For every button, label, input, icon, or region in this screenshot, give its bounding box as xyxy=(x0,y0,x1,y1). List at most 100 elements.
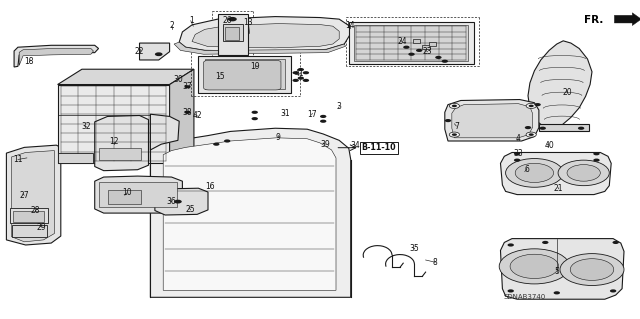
Polygon shape xyxy=(163,138,336,290)
Text: 23: 23 xyxy=(422,47,433,56)
Circle shape xyxy=(449,132,460,137)
Bar xyxy=(13,211,44,222)
Circle shape xyxy=(526,132,536,137)
Text: 28: 28 xyxy=(31,206,40,215)
Text: B-11-10: B-11-10 xyxy=(362,143,396,152)
Text: 1: 1 xyxy=(189,16,195,25)
Circle shape xyxy=(408,53,415,56)
Circle shape xyxy=(445,119,451,122)
Bar xyxy=(429,42,436,46)
Polygon shape xyxy=(150,114,179,150)
Bar xyxy=(99,148,141,160)
Text: 13: 13 xyxy=(243,18,253,27)
Circle shape xyxy=(499,249,570,284)
Text: 38: 38 xyxy=(182,108,193,117)
Circle shape xyxy=(403,46,410,49)
Circle shape xyxy=(252,117,258,120)
Bar xyxy=(422,45,430,49)
Circle shape xyxy=(184,111,191,114)
Circle shape xyxy=(292,71,299,74)
Circle shape xyxy=(610,289,616,293)
Polygon shape xyxy=(95,115,148,171)
Text: 11: 11 xyxy=(13,155,22,164)
Text: 7: 7 xyxy=(454,122,459,130)
Bar xyxy=(205,59,285,89)
Circle shape xyxy=(252,111,258,114)
Bar xyxy=(10,208,48,223)
Polygon shape xyxy=(155,188,208,215)
Text: 19: 19 xyxy=(250,63,260,71)
Polygon shape xyxy=(500,239,624,299)
Circle shape xyxy=(292,79,299,82)
Polygon shape xyxy=(528,41,592,128)
Text: 35: 35 xyxy=(410,244,420,253)
Text: 29: 29 xyxy=(36,223,47,232)
Circle shape xyxy=(554,291,560,294)
Polygon shape xyxy=(452,104,532,138)
Bar xyxy=(99,182,177,207)
Circle shape xyxy=(184,85,191,88)
Circle shape xyxy=(593,152,600,155)
Text: 9: 9 xyxy=(276,133,281,142)
Circle shape xyxy=(320,115,326,118)
Circle shape xyxy=(452,133,457,136)
Text: 24: 24 xyxy=(397,37,407,46)
Circle shape xyxy=(298,77,304,80)
Circle shape xyxy=(612,241,619,244)
Circle shape xyxy=(174,200,182,204)
Polygon shape xyxy=(192,24,339,48)
Text: 33: 33 xyxy=(513,149,524,158)
Circle shape xyxy=(320,120,326,123)
Circle shape xyxy=(560,254,624,286)
Bar xyxy=(58,153,93,163)
Text: 6: 6 xyxy=(524,165,529,174)
Circle shape xyxy=(558,160,609,186)
Text: 18: 18 xyxy=(24,57,33,66)
Polygon shape xyxy=(140,43,170,60)
Circle shape xyxy=(228,17,237,21)
Circle shape xyxy=(529,105,534,107)
Circle shape xyxy=(224,139,230,143)
Circle shape xyxy=(542,241,548,244)
Polygon shape xyxy=(614,13,640,26)
Text: 14: 14 xyxy=(345,21,355,30)
Bar xyxy=(198,56,291,93)
Polygon shape xyxy=(6,145,61,245)
Polygon shape xyxy=(150,128,351,297)
Bar xyxy=(354,25,468,61)
Circle shape xyxy=(529,133,534,136)
Circle shape xyxy=(567,165,600,181)
Circle shape xyxy=(298,68,304,71)
Polygon shape xyxy=(12,151,54,242)
Circle shape xyxy=(510,254,559,278)
Text: 5: 5 xyxy=(554,267,559,276)
Text: SDNAB3740: SDNAB3740 xyxy=(504,294,546,300)
Text: 27: 27 xyxy=(19,191,29,200)
Text: 10: 10 xyxy=(122,189,132,197)
Polygon shape xyxy=(14,45,99,67)
Circle shape xyxy=(540,127,546,130)
Circle shape xyxy=(506,159,563,187)
Text: 17: 17 xyxy=(307,110,317,119)
Text: 34: 34 xyxy=(350,141,360,150)
Circle shape xyxy=(442,60,448,63)
Text: 12: 12 xyxy=(109,137,118,146)
Text: 41: 41 xyxy=(294,69,305,78)
Text: 42: 42 xyxy=(192,111,202,120)
Text: 30: 30 xyxy=(173,75,183,84)
Circle shape xyxy=(534,103,541,106)
Circle shape xyxy=(155,52,163,56)
Text: 26: 26 xyxy=(222,16,232,25)
Polygon shape xyxy=(445,100,539,141)
Circle shape xyxy=(525,126,531,129)
Circle shape xyxy=(570,259,614,280)
Text: 40: 40 xyxy=(544,141,554,150)
Circle shape xyxy=(449,103,460,108)
Text: 22: 22 xyxy=(135,47,144,56)
Bar xyxy=(539,124,589,131)
Text: 16: 16 xyxy=(205,182,215,191)
Circle shape xyxy=(452,105,457,107)
Circle shape xyxy=(213,143,220,146)
Text: 21: 21 xyxy=(554,184,563,193)
Text: 2: 2 xyxy=(169,21,174,30)
